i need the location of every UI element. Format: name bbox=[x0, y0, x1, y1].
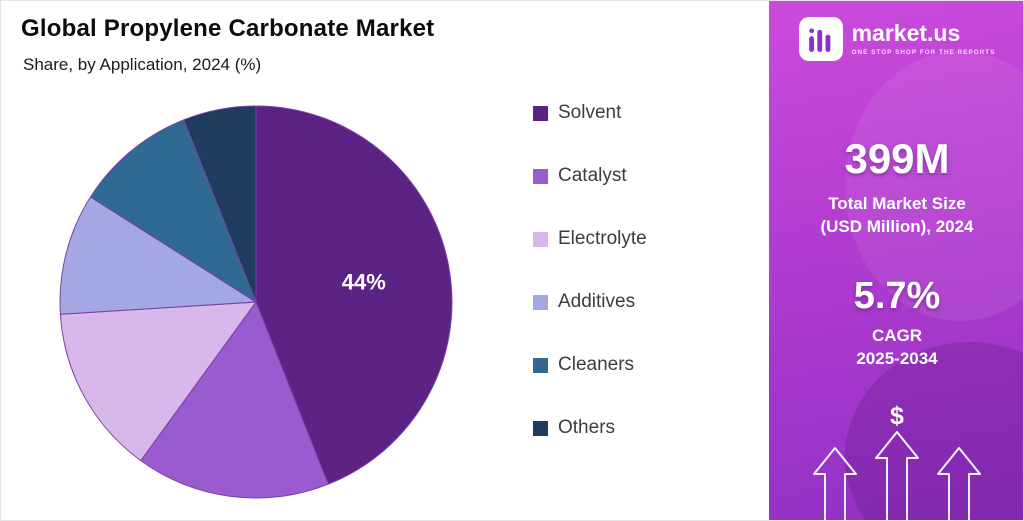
brand: market.us ONE STOP SHOP FOR THE REPORTS bbox=[769, 17, 1023, 61]
legend: Solvent Catalyst Electrolyte Additives C… bbox=[533, 102, 647, 438]
pie-slice-electrolyte bbox=[59, 301, 258, 462]
legend-swatch-electrolyte bbox=[533, 231, 548, 247]
legend-item-catalyst: Catalyst bbox=[533, 165, 647, 186]
brand-text: market.us ONE STOP SHOP FOR THE REPORTS bbox=[851, 20, 996, 57]
brand-name: market.us bbox=[851, 20, 961, 46]
marketus-logo-icon bbox=[798, 17, 843, 61]
legend-label: Others bbox=[558, 417, 616, 438]
legend-item-additives: Additives bbox=[533, 291, 647, 312]
cagr-label-line1: CAGR bbox=[871, 325, 923, 345]
logo-bars-icon bbox=[808, 28, 830, 52]
pie-slice-cleaners bbox=[89, 119, 258, 304]
growth-arrows-icon bbox=[813, 431, 981, 520]
pie-slice-others bbox=[183, 105, 257, 303]
cagr-label: CAGR 2025-2034 bbox=[769, 325, 1023, 371]
legend-item-cleaners: Cleaners bbox=[533, 354, 647, 375]
market-size-label-line1: Total Market Size bbox=[828, 194, 966, 214]
brand-tagline: ONE STOP SHOP FOR THE REPORTS bbox=[851, 49, 996, 56]
cagr-value: 5.7% bbox=[853, 275, 941, 317]
legend-label: Catalyst bbox=[558, 165, 627, 186]
legend-item-solvent: Solvent bbox=[533, 102, 647, 123]
pie-slice-additives bbox=[59, 196, 258, 315]
legend-label: Cleaners bbox=[558, 354, 635, 375]
legend-item-others: Others bbox=[533, 417, 647, 438]
market-size-label-line2: (USD Million), 2024 bbox=[820, 217, 974, 237]
panel-decor-light bbox=[845, 51, 1023, 321]
dollar-icon: $ bbox=[890, 402, 904, 430]
legend-swatch-cleaners bbox=[533, 357, 548, 373]
legend-swatch-solvent bbox=[533, 105, 548, 121]
legend-label: Solvent bbox=[558, 102, 622, 123]
market-size-value: 399M bbox=[844, 135, 950, 182]
page-subtitle: Share, by Application, 2024 (%) bbox=[23, 55, 262, 74]
brand-panel: market.us ONE STOP SHOP FOR THE REPORTS … bbox=[769, 1, 1023, 520]
legend-swatch-additives bbox=[533, 294, 548, 310]
legend-item-electrolyte: Electrolyte bbox=[533, 228, 647, 249]
market-size-label: Total Market Size (USD Million), 2024 bbox=[769, 193, 1023, 239]
cagr-stat: 5.7% CAGR 2025-2034 bbox=[769, 275, 1023, 371]
legend-label: Additives bbox=[558, 291, 636, 312]
market-size-stat: 399M Total Market Size (USD Million), 20… bbox=[769, 135, 1023, 239]
pie-chart: 44% bbox=[59, 105, 453, 499]
legend-swatch-catalyst bbox=[533, 168, 548, 184]
page-title: Global Propylene Carbonate Market bbox=[21, 15, 435, 42]
cagr-label-line2: 2025-2034 bbox=[856, 348, 938, 368]
pie-data-label: 44% bbox=[342, 269, 386, 294]
legend-label: Electrolyte bbox=[558, 228, 647, 249]
pie-slice-solvent bbox=[255, 105, 453, 485]
pie-slice-catalyst bbox=[140, 300, 329, 499]
legend-swatch-others bbox=[533, 420, 548, 436]
